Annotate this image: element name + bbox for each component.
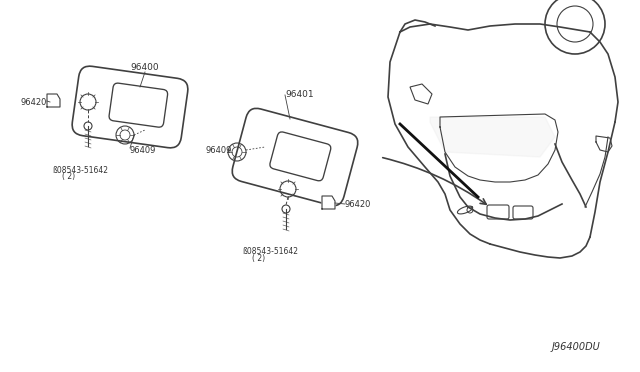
Polygon shape — [430, 117, 555, 157]
Polygon shape — [47, 94, 60, 107]
Text: ( 2): ( 2) — [62, 171, 75, 180]
Polygon shape — [322, 196, 335, 209]
Text: ß08543-51642: ß08543-51642 — [52, 166, 108, 174]
Text: ( 2): ( 2) — [252, 253, 265, 263]
Text: 96409: 96409 — [130, 145, 156, 154]
Text: 96420: 96420 — [345, 199, 371, 208]
Text: 96409: 96409 — [205, 145, 232, 154]
Text: ß08543-51642: ß08543-51642 — [242, 247, 298, 257]
Text: J96400DU: J96400DU — [551, 342, 600, 352]
Text: 96400: 96400 — [131, 63, 159, 72]
Text: 96401: 96401 — [285, 90, 314, 99]
Text: 96420: 96420 — [20, 97, 46, 106]
